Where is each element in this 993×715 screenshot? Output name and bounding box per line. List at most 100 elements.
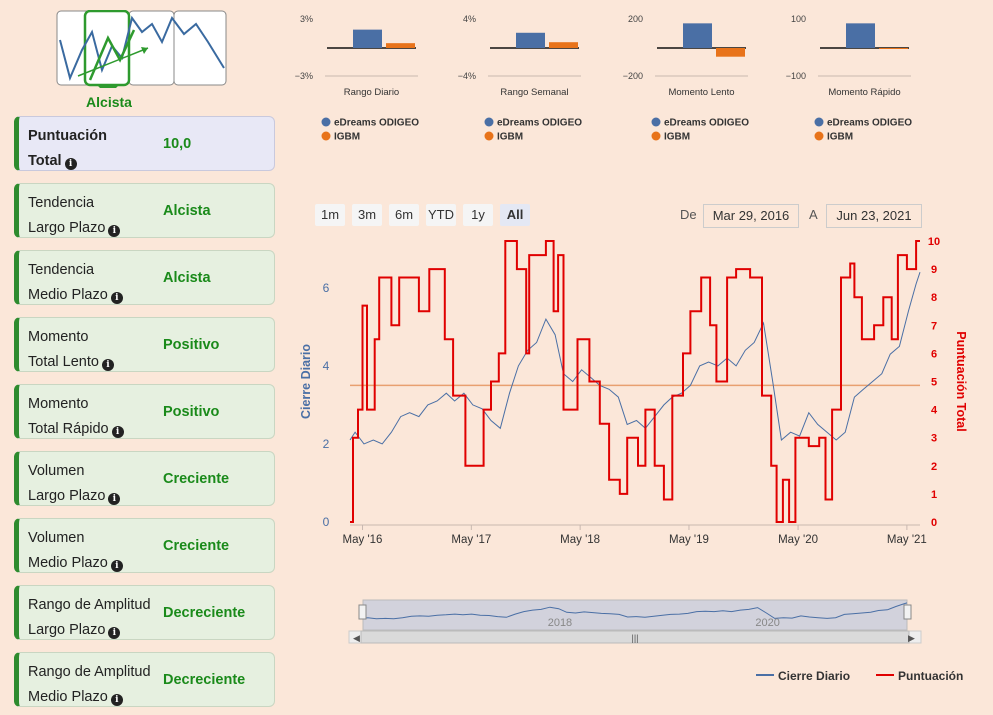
card-value: Alcista [163, 270, 211, 286]
mini-tick-bottom: −4% [458, 71, 476, 81]
y-right-tick: 3 [931, 433, 937, 445]
card-trend-long[interactable]: Tendencia Largo Plazo i Alcista [14, 183, 275, 238]
y-right-tick: 2 [931, 461, 937, 473]
card-volume-long[interactable]: Volumen Largo Plazo i Creciente [14, 451, 275, 506]
trend-label: Alcista [86, 94, 132, 110]
to-label: A [809, 207, 818, 222]
info-icon[interactable]: i [110, 694, 123, 706]
mini-legend-stock: eDreams ODIGEO [664, 118, 749, 129]
info-icon[interactable]: i [108, 493, 121, 505]
y-right-tick: 10 [928, 236, 940, 248]
navigator-handle-right [903, 604, 912, 620]
card-label: Momento Total Rápido i [28, 392, 124, 442]
mini-title: Momento Rápido [828, 87, 900, 98]
range-button-all[interactable]: All [500, 204, 530, 226]
info-icon[interactable]: i [110, 560, 123, 572]
from-date-input[interactable]: Mar 29, 2016 [703, 204, 799, 228]
to-date-input[interactable]: Jun 23, 2021 [826, 204, 922, 228]
legend-close-swatch [756, 674, 774, 676]
y-right-tick: 6 [931, 348, 937, 360]
mini-legend-stock: eDreams ODIGEO [334, 118, 419, 129]
card-trend-medium[interactable]: Tendencia Medio Plazo i Alcista [14, 250, 275, 305]
legend-score[interactable]: Puntuación [876, 669, 963, 683]
mini-bar-stock [846, 23, 875, 48]
y-right-tick: 0 [931, 517, 937, 529]
x-tick-label: May '19 [669, 534, 709, 546]
legend-close[interactable]: Cierre Diario [756, 669, 850, 683]
y-right-tick: 1 [931, 489, 937, 501]
legend-dot-stock [814, 117, 824, 127]
mini-legend-index: IGBM [497, 132, 523, 143]
card-total-score[interactable]: Puntuación Total i 10,0 [14, 116, 275, 171]
navigator-year-label: 2020 [755, 617, 779, 629]
trend-logo [56, 9, 228, 96]
mini-legend-stock: eDreams ODIGEO [497, 118, 582, 129]
info-icon[interactable]: i [111, 426, 124, 438]
range-button-1y[interactable]: 1y [463, 204, 493, 226]
mini-charts: 3% −3% Rango Diario eDreams ODIGEO IGBM 4% −4%… [295, 14, 913, 143]
card-value: Decreciente [163, 605, 246, 621]
range-button-ytd[interactable]: YTD [426, 204, 456, 226]
legend-dot-index [651, 131, 661, 141]
card-momentum-slow[interactable]: Momento Total Lento i Positivo [14, 317, 275, 372]
mini-chart-2: 4% −4% Rango Semanal eDreams ODIGEO IGBM [458, 14, 583, 143]
card-range-long[interactable]: Rango de Amplitud Largo Plazo i Decrecient… [14, 585, 275, 640]
navigator-scrollbar-thumb [360, 630, 910, 644]
card-value: Positivo [163, 337, 220, 353]
card-value: Positivo [163, 404, 220, 420]
mini-chart-3: 200 −200 Momento Lento eDreams ODIGEO IGBM [623, 14, 750, 143]
card-volume-medium[interactable]: Volumen Medio Plazo i Creciente [14, 518, 275, 573]
mini-tick-top: 100 [791, 14, 806, 24]
navigator-series [362, 602, 908, 620]
card-range-medium[interactable]: Rango de Amplitud Medio Plazo i Decrecient… [14, 652, 275, 707]
range-button-6m[interactable]: 6m [389, 204, 419, 226]
legend-score-swatch [876, 674, 894, 676]
range-button-1m[interactable]: 1m [315, 204, 345, 226]
info-icon[interactable]: i [108, 627, 121, 639]
y-left-tick: 6 [323, 281, 330, 295]
mini-legend-index: IGBM [827, 132, 853, 143]
navigator-year-label: 2018 [548, 617, 572, 629]
card-label: Puntuación Total i [28, 128, 107, 170]
y-left-axis-title: Cierre Diario [299, 344, 313, 419]
card-value: Alcista [163, 203, 211, 219]
y-right-tick: 4 [931, 405, 938, 417]
mini-bar-index [549, 42, 578, 48]
card-momentum-fast[interactable]: Momento Total Rápido i Positivo [14, 384, 275, 439]
scroll-grip-icon: ||| [631, 633, 638, 643]
x-tick-label: May '18 [560, 534, 600, 546]
mini-legend-stock: eDreams ODIGEO [827, 118, 912, 129]
mini-chart-1: 3% −3% Rango Diario eDreams ODIGEO IGBM [295, 14, 420, 143]
mini-title: Momento Lento [668, 87, 734, 98]
y-right-axis-title: Puntuación Total [954, 331, 968, 431]
mini-legend-index: IGBM [334, 132, 360, 143]
card-value: Decreciente [163, 672, 246, 688]
card-label: Tendencia Largo Plazo i [28, 191, 121, 241]
info-icon[interactable]: i [110, 292, 123, 304]
mini-tick-top: 4% [463, 14, 476, 24]
mini-tick-bottom: −100 [786, 71, 806, 81]
navigator-selection [362, 599, 908, 631]
legend-dot-index [484, 131, 494, 141]
mini-chart-4: 100 −100 Momento Rápido eDreams ODIGEO IGBM [786, 14, 913, 143]
mini-title: Rango Diario [344, 87, 399, 98]
range-button-3m[interactable]: 3m [352, 204, 382, 226]
legend-dot-index [814, 131, 824, 141]
info-icon[interactable]: i [64, 158, 77, 170]
card-label: Volumen Largo Plazo i [28, 459, 121, 509]
info-icon[interactable]: i [101, 359, 114, 371]
mini-bar-index [386, 43, 415, 48]
navigator-handle-left [358, 604, 367, 620]
mini-legend-index: IGBM [664, 132, 690, 143]
legend-dot-stock [651, 117, 661, 127]
info-icon[interactable]: i [108, 225, 121, 237]
card-label: Rango de Amplitud Largo Plazo i [28, 597, 151, 639]
legend-dot-stock [484, 117, 494, 127]
score-series-line [350, 240, 920, 523]
x-tick-label: May '17 [451, 534, 491, 546]
navigator[interactable]: 2018 2020 ◀ ▶ ||| [345, 598, 925, 646]
card-value: 10,0 [163, 136, 192, 152]
from-label: De [680, 207, 697, 222]
mini-tick-bottom: −200 [623, 71, 643, 81]
scroll-right-icon: ▶ [908, 633, 915, 643]
